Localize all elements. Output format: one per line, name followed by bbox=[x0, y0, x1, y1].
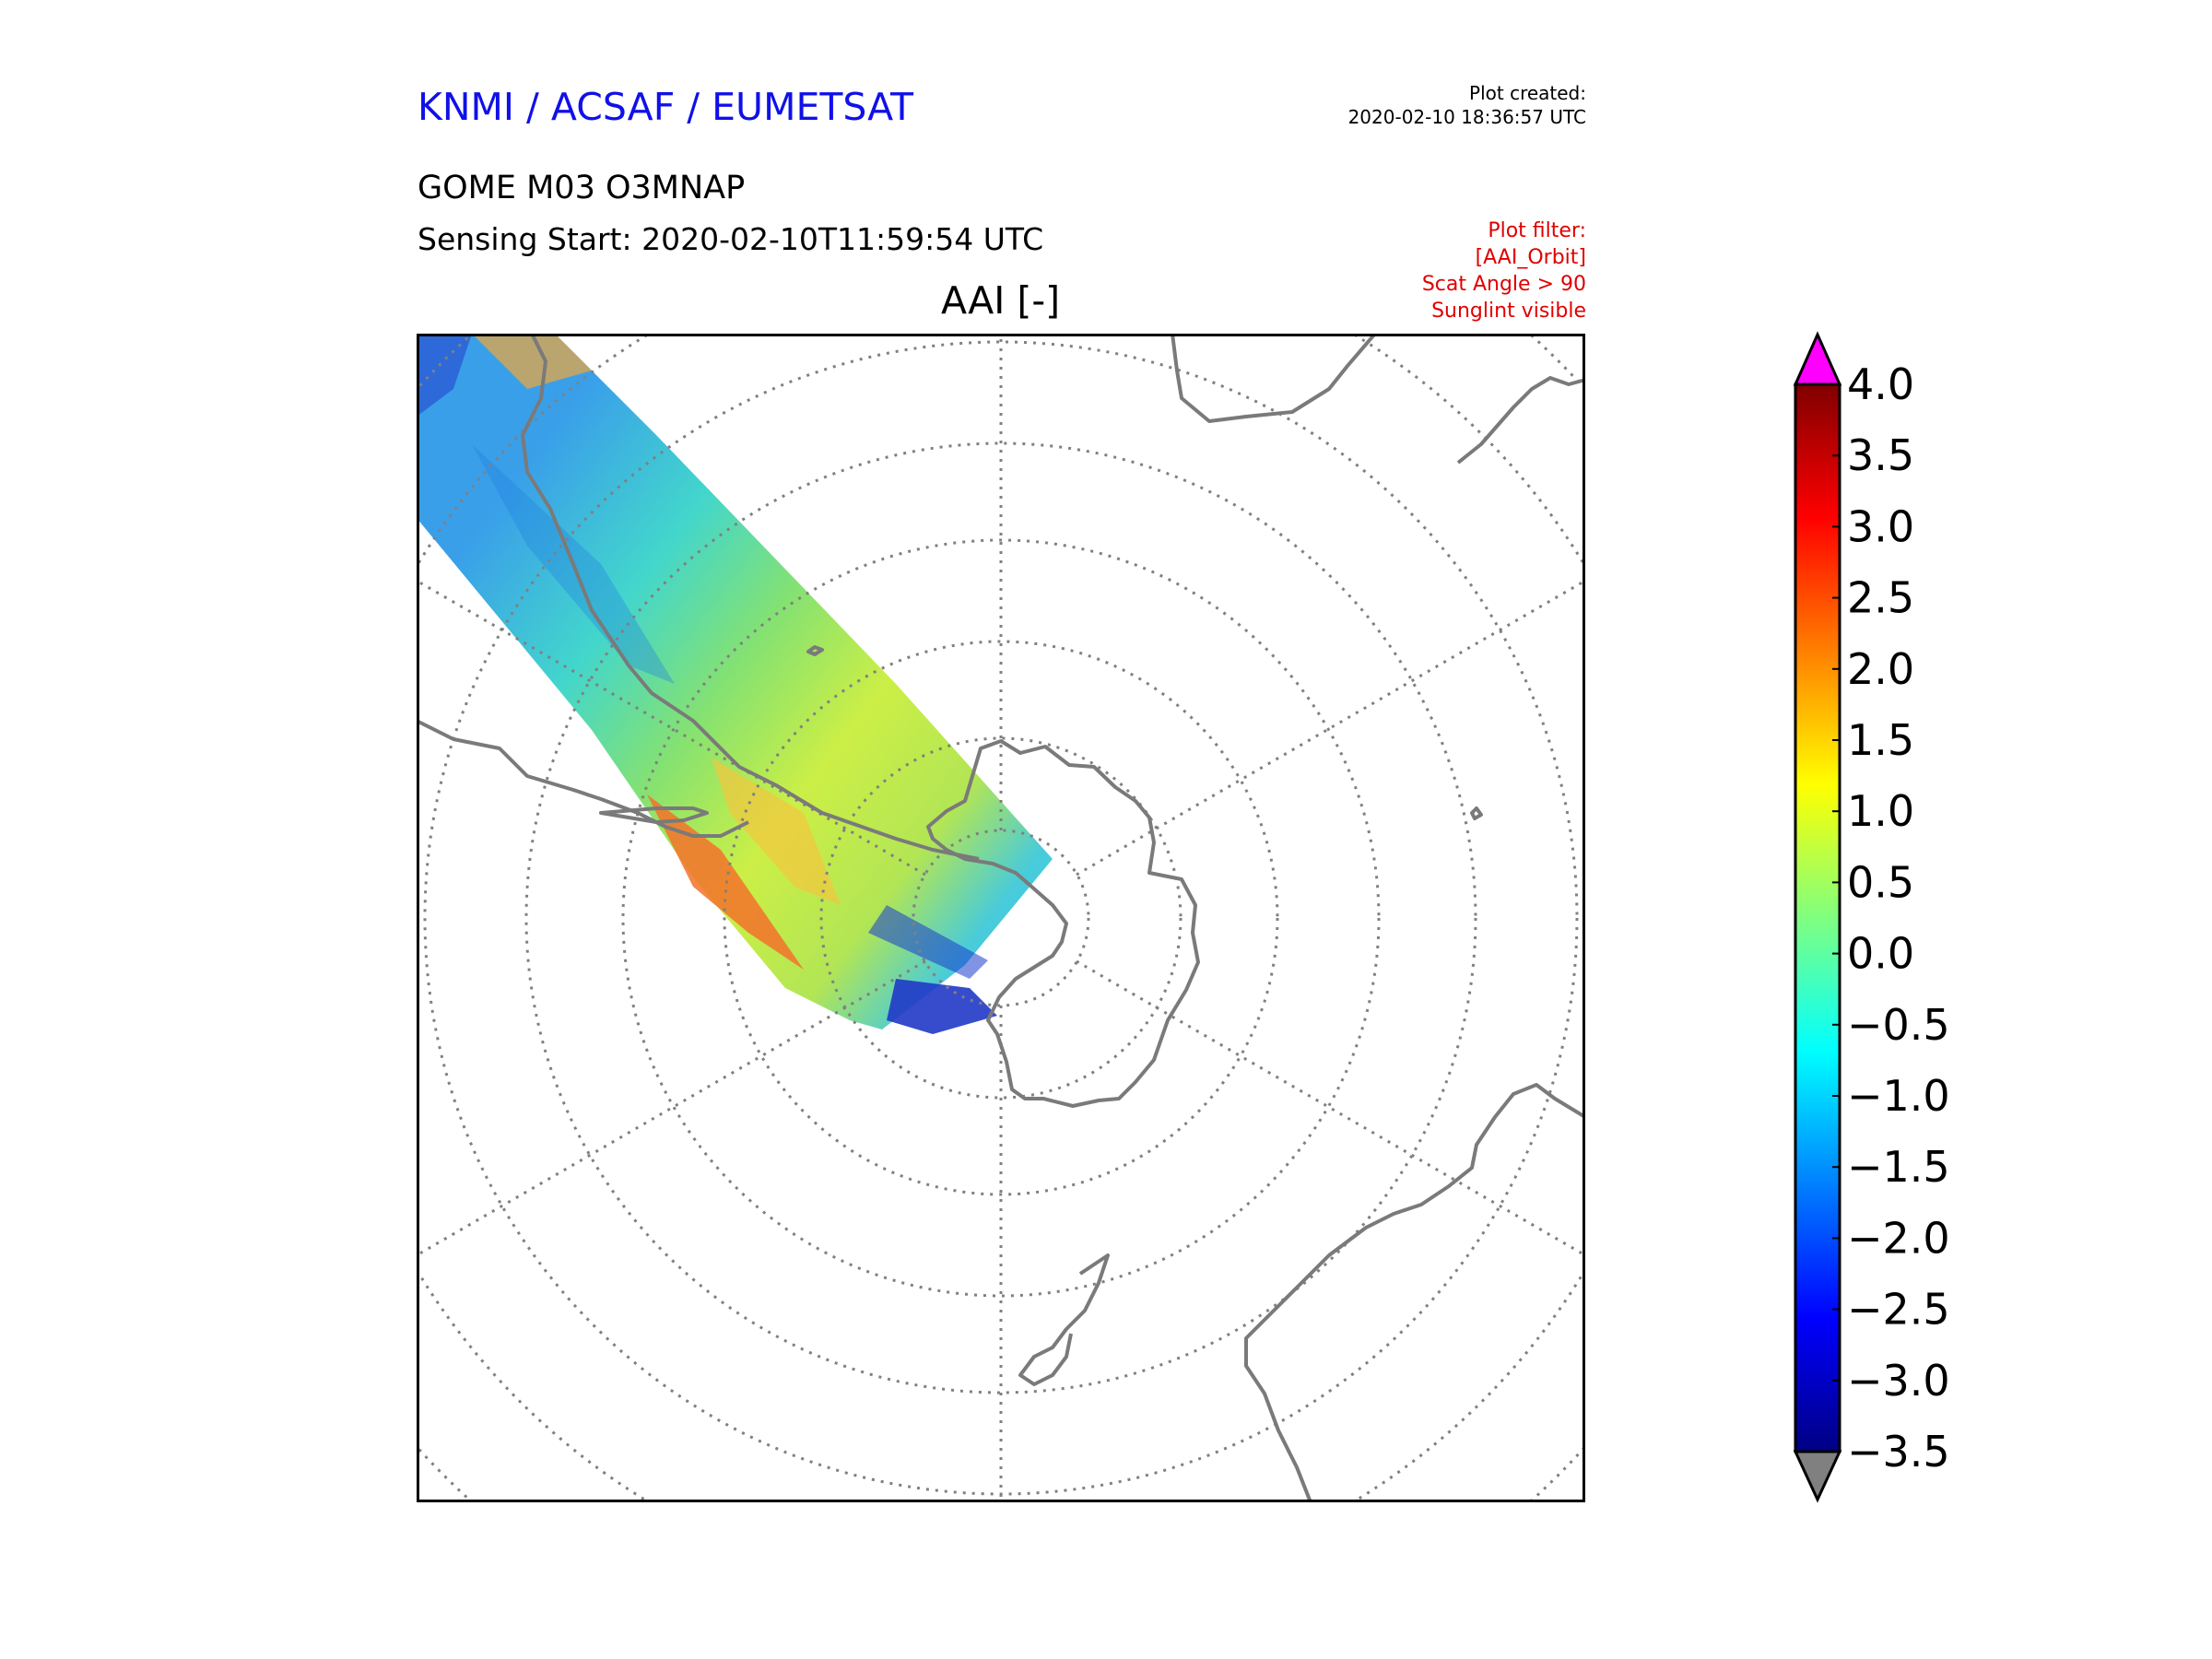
colorbar-over-extension bbox=[1793, 331, 1842, 386]
antarctica-coastline bbox=[926, 739, 1200, 1108]
colorbar-tick-label: −0.5 bbox=[1847, 1000, 1950, 1050]
colorbar-tick-label: −3.0 bbox=[1847, 1356, 1950, 1406]
polar-map bbox=[417, 334, 1585, 1502]
tierra-del-fuego-coastline bbox=[599, 806, 709, 824]
colorbar-tick-label: 4.0 bbox=[1847, 359, 1914, 409]
plot-created: Plot created: 2020-02-10 18:36:57 UTC bbox=[1348, 81, 1586, 129]
colorbar-tick-label: 3.0 bbox=[1847, 501, 1914, 551]
antarctic-peninsula-coastline bbox=[521, 334, 980, 861]
africa-coastline bbox=[1171, 334, 1377, 423]
colorbar-gradient bbox=[1795, 384, 1840, 1452]
new-zealand-coastline bbox=[1018, 1253, 1110, 1386]
madagascar-coastline bbox=[1456, 376, 1585, 465]
colorbar-tick-label: 0.0 bbox=[1847, 929, 1914, 979]
plot-filter-line: [AAI_Orbit] bbox=[1475, 246, 1586, 269]
colorbar-tick-label: 1.0 bbox=[1847, 786, 1914, 836]
colorbar-tick-label: 0.5 bbox=[1847, 857, 1914, 907]
coastlines bbox=[417, 334, 1585, 1502]
colorbar-tick-label: −3.5 bbox=[1847, 1427, 1950, 1477]
plot-created-label: Plot created: bbox=[1469, 82, 1586, 104]
colorbar-ticks: 4.0 3.5 3.0 2.5 2.0 1.5 1.0 0.5 0.0 −0.5 −1.0 −1.5 −… bbox=[1832, 359, 1950, 1477]
product-name: GOME M03 O3MNAP bbox=[418, 170, 746, 206]
colorbar-tick-label: 2.0 bbox=[1847, 644, 1914, 694]
colorbar-tick-label: 3.5 bbox=[1847, 430, 1914, 480]
kerguelen-coastline bbox=[1470, 806, 1483, 820]
plot-created-time: 2020-02-10 18:36:57 UTC bbox=[1347, 106, 1586, 128]
sensing-start: Sensing Start: 2020-02-10T11:59:54 UTC bbox=[418, 221, 1044, 257]
colorbar-tick-label: −2.0 bbox=[1847, 1213, 1950, 1263]
aai-swath bbox=[417, 334, 1053, 1034]
colorbar-tick-label: 2.5 bbox=[1847, 573, 1914, 623]
colorbar-tick-label: −2.5 bbox=[1847, 1285, 1950, 1335]
plot-filter-line: Sunglint visible bbox=[1431, 300, 1586, 323]
plot-filter: Plot filter: [AAI_Orbit] Scat Angle > 90… bbox=[1422, 218, 1586, 324]
plot-filter-line: Scat Angle > 90 bbox=[1421, 273, 1586, 296]
organization-title: KNMI / ACSAF / EUMETSAT bbox=[418, 85, 914, 129]
plot-filter-label: Plot filter: bbox=[1488, 219, 1586, 242]
colorbar-tick-label: −1.0 bbox=[1847, 1071, 1950, 1121]
colorbar: 4.0 3.5 3.0 2.5 2.0 1.5 1.0 0.5 0.0 −0.5 −1.0 −1.5 −… bbox=[1793, 331, 1950, 1503]
colorbar-tick-label: 1.5 bbox=[1847, 715, 1914, 765]
south-georgia-coastline bbox=[806, 645, 824, 656]
map-frame bbox=[417, 334, 1585, 1502]
graticule-meridians bbox=[417, 334, 1585, 1502]
australia-coastline bbox=[1244, 1083, 1585, 1502]
colorbar-tick-label: −1.5 bbox=[1847, 1142, 1950, 1192]
colorbar-under-extension bbox=[1793, 1450, 1842, 1503]
map-title: AAI [-] bbox=[941, 278, 1061, 323]
south-america-coastline bbox=[417, 719, 749, 838]
